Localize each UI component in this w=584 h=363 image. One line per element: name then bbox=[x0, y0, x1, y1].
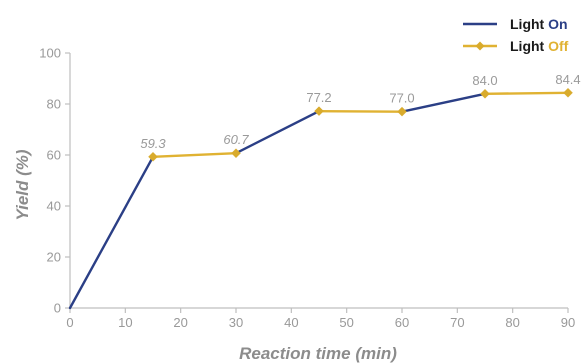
data-label: 59.3 bbox=[140, 136, 166, 151]
legend-label-highlight: Off bbox=[548, 38, 569, 54]
x-tick-label: 30 bbox=[229, 315, 243, 330]
x-tick-label: 50 bbox=[339, 315, 353, 330]
data-point-marker bbox=[480, 88, 490, 99]
x-tick-label: 70 bbox=[450, 315, 464, 330]
data-point-marker bbox=[314, 106, 324, 116]
y-axis-title: Yield (%) bbox=[13, 149, 32, 220]
y-tick-label: 40 bbox=[47, 199, 61, 214]
data-label: 84.4 bbox=[555, 72, 580, 87]
segment-light-on bbox=[400, 92, 487, 113]
y-tick-label: 0 bbox=[54, 301, 61, 316]
data-label: 60.7 bbox=[223, 132, 249, 147]
data-point-marker bbox=[397, 106, 407, 117]
legend-label-prefix: Light bbox=[510, 16, 548, 32]
series-lines bbox=[68, 91, 570, 310]
legend-label: Light Off bbox=[510, 38, 569, 54]
segment-light-on bbox=[68, 155, 155, 310]
data-label: 84.0 bbox=[472, 73, 497, 88]
segment-light-off bbox=[317, 109, 404, 113]
segment-light-on bbox=[234, 109, 321, 155]
x-tick-label: 90 bbox=[561, 315, 575, 330]
segment-light-off bbox=[151, 152, 238, 158]
segment-light-off bbox=[483, 91, 570, 96]
x-tick-label: 10 bbox=[118, 315, 132, 330]
x-tick-label: 80 bbox=[505, 315, 519, 330]
axes: 0 20 40 60 80 100 0 10 20 30 40 50 60 70 80 90 bbox=[39, 46, 575, 331]
y-tick-label: 100 bbox=[39, 46, 61, 61]
y-tick-label: 80 bbox=[47, 97, 61, 112]
data-label: 77.0 bbox=[389, 91, 414, 106]
y-tick-label: 20 bbox=[47, 250, 61, 265]
series-markers bbox=[148, 87, 573, 162]
y-tick-label: 60 bbox=[47, 148, 61, 163]
data-label: 77.2 bbox=[306, 90, 331, 105]
legend-label-highlight: On bbox=[548, 16, 567, 32]
x-tick-label: 0 bbox=[66, 315, 73, 330]
x-tick-label: 20 bbox=[173, 315, 187, 330]
data-point-marker bbox=[231, 148, 241, 159]
x-tick-label: 40 bbox=[284, 315, 298, 330]
x-axis-title: Reaction time (min) bbox=[239, 344, 397, 363]
x-tick-label: 60 bbox=[395, 315, 409, 330]
legend-label: Light On bbox=[510, 16, 568, 32]
data-point-marker bbox=[148, 151, 158, 162]
data-labels: 59.3 60.7 77.2 77.0 84.0 84.4 bbox=[140, 72, 580, 151]
legend-marker bbox=[475, 41, 485, 51]
legend-label-prefix: Light bbox=[510, 38, 548, 54]
data-point-marker bbox=[563, 87, 573, 98]
